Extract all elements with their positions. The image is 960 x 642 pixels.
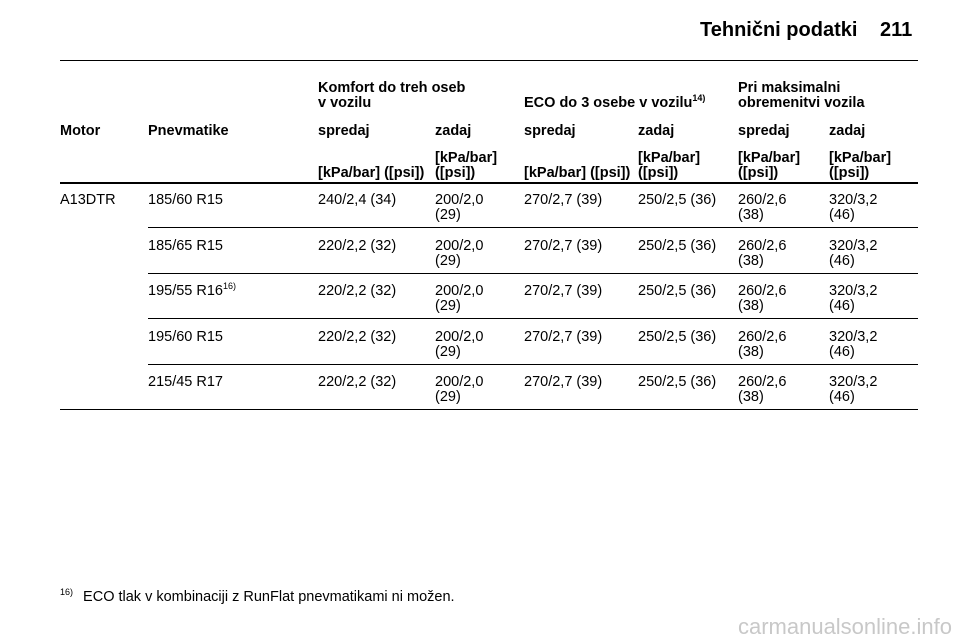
pressure: 200/2,0 (29) <box>435 374 484 405</box>
tire-size: 215/45 R17 <box>148 374 223 390</box>
column-header: zadaj <box>638 123 675 139</box>
column-header: Motor <box>60 123 101 139</box>
tire-size: 185/65 R15 <box>148 237 223 254</box>
pressure: 200/2,0 (29) <box>435 328 484 360</box>
column-header: zadaj <box>829 123 866 139</box>
pressure: 200/2,0 (29) <box>435 283 484 314</box>
tire: 185/65 R15 <box>148 237 223 254</box>
pressure: 270/2,7 (39) <box>524 237 603 254</box>
row-rule <box>148 318 918 319</box>
group-header-label: ECO do 3 osebe v vozilu <box>524 95 693 111</box>
tire-note: 16) <box>222 281 236 291</box>
group-header: ECO do 3 osebe v vozilu14) <box>524 93 734 111</box>
pressure: 260/2,6 (38) <box>738 283 787 314</box>
pressure: 240/2,4 (34) <box>318 192 397 208</box>
pressure: 220/2,2 (32) <box>318 328 397 345</box>
pressure: 260/2,6 (38) <box>738 374 787 405</box>
group-header-label: Komfort do treh oseb v vozilu <box>318 80 466 111</box>
pressure: 250/2,5 (36) <box>638 328 717 345</box>
tire-size: 195/60 R15 <box>148 328 223 345</box>
column-header: spredaj <box>524 123 576 139</box>
tire-size: 185/60 R15 <box>148 192 223 208</box>
row-rule <box>148 227 918 228</box>
unit-label: [kPa/bar] ([psi]) <box>638 150 701 181</box>
table-head-rule <box>60 182 918 184</box>
pressure: 320/3,2 (46) <box>829 192 878 223</box>
watermark: carmanualsonline.info <box>737 614 952 639</box>
row-rule <box>60 409 918 410</box>
unit-label: [kPa/bar] ([psi]) <box>435 150 498 181</box>
pressure: 320/3,2 (46) <box>829 283 878 314</box>
tire-size: 195/55 R16 <box>148 283 223 299</box>
tire: 185/60 R15 <box>148 193 223 208</box>
tire: 195/55 R1616) <box>148 281 236 299</box>
header-rule <box>60 60 918 61</box>
footnote-text: ECO tlak v kombinaciji z RunFlat pnevmat… <box>83 589 455 605</box>
tire: 195/60 R15 <box>148 328 223 345</box>
pressure: 200/2,0 (29) <box>435 237 484 269</box>
tire: 215/45 R17 <box>148 375 223 390</box>
pressure: 320/3,2 (46) <box>829 237 878 269</box>
group-header: Komfort do treh oseb v vozilu <box>318 81 468 111</box>
pressure: 260/2,6 (38) <box>738 237 787 269</box>
pressure: 220/2,2 (32) <box>318 237 397 254</box>
column-header: spredaj <box>318 123 370 139</box>
header-title: Tehnični podatki <box>700 19 858 41</box>
unit-label: [kPa/bar] ([psi]) <box>318 165 425 181</box>
pressure: 270/2,7 (39) <box>524 192 603 208</box>
unit-label: [kPa/bar] ([psi]) <box>524 165 631 181</box>
unit-label: [kPa/bar] ([psi]) <box>829 150 892 181</box>
footnote-marker: 16) <box>60 587 74 597</box>
column-header: zadaj <box>435 123 472 139</box>
pressure: 220/2,2 (32) <box>318 374 397 390</box>
group-header: Pri maksimalni obremenitvi vozila <box>738 81 888 111</box>
footnote: 16) ECO tlak v kombinaciji z RunFlat pne… <box>60 587 455 605</box>
page-number: 211 <box>880 19 913 41</box>
pressure: 260/2,6 (38) <box>738 192 787 223</box>
pressure: 250/2,5 (36) <box>638 374 717 390</box>
pressure: 320/3,2 (46) <box>829 328 878 360</box>
pressure: 220/2,2 (32) <box>318 283 397 299</box>
group-header-note: 14) <box>692 93 706 103</box>
pressure: 260/2,6 (38) <box>738 328 787 360</box>
pressure: 320/3,2 (46) <box>829 374 878 405</box>
group-header-label: Pri maksimalni obremenitvi vozila <box>738 80 865 111</box>
unit-label: [kPa/bar] ([psi]) <box>738 150 801 181</box>
pressure: 250/2,5 (36) <box>638 192 717 208</box>
pressure: 200/2,0 (29) <box>435 192 484 223</box>
column-header: spredaj <box>738 123 790 139</box>
pressure: 270/2,7 (39) <box>524 283 603 299</box>
pressure: 250/2,5 (36) <box>638 237 717 254</box>
row-rule <box>148 273 918 274</box>
column-header: Pnevmatike <box>148 123 229 139</box>
pressure: 270/2,7 (39) <box>524 374 603 390</box>
pressure: 250/2,5 (36) <box>638 283 717 299</box>
motor: A13DTR <box>60 192 116 208</box>
pressure: 270/2,7 (39) <box>524 328 603 345</box>
row-rule <box>148 364 918 365</box>
